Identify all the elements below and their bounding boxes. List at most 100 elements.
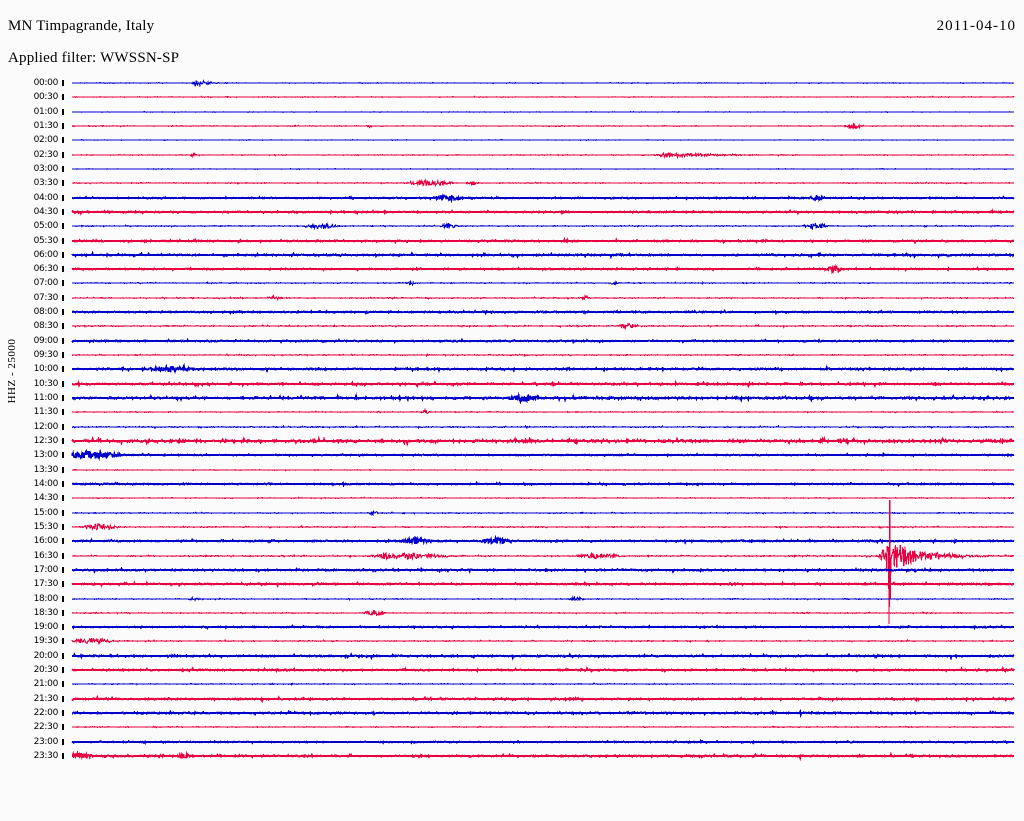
seismic-trace	[71, 61, 1014, 130]
trace-row: 06:00	[0, 250, 1024, 265]
time-label: 14:30	[33, 493, 59, 504]
trace-row: 15:00	[0, 508, 1024, 523]
time-label: 09:00	[33, 335, 59, 346]
time-label: 10:00	[33, 364, 59, 375]
row-tick-mark	[62, 753, 64, 760]
row-tick-mark	[62, 423, 64, 430]
time-label: 08:30	[33, 321, 59, 332]
trace-row: 16:30	[0, 499, 1024, 624]
seismic-trace	[71, 47, 1015, 113]
seismic-trace	[72, 161, 1014, 231]
row-tick-mark	[62, 337, 64, 344]
trace-row: 07:30	[0, 293, 1024, 308]
time-label: 05:30	[33, 235, 59, 246]
seismic-trace	[71, 333, 1015, 405]
time-label: 22:00	[33, 708, 59, 719]
seismic-trace	[71, 562, 1014, 631]
time-label: 07:00	[33, 278, 59, 289]
row-tick-mark	[62, 523, 64, 530]
seismic-trace	[71, 634, 1015, 703]
trace-row: 11:00	[0, 392, 1024, 408]
seismic-trace	[71, 104, 1014, 171]
seismic-trace	[71, 376, 1015, 448]
row-tick-mark	[62, 724, 64, 731]
trace-row: 23:00	[0, 737, 1024, 752]
time-label: 14:00	[33, 478, 59, 489]
seismic-trace	[72, 176, 1015, 244]
row-tick-mark	[62, 667, 64, 674]
seismic-trace	[71, 218, 1014, 287]
time-label: 01:30	[33, 120, 59, 131]
row-tick-mark	[62, 108, 64, 115]
row-tick-mark	[62, 609, 64, 616]
trace-row: 06:30	[0, 263, 1024, 279]
trace-row: 08:30	[0, 321, 1024, 336]
seismic-trace	[71, 290, 1015, 358]
trace-row: 04:00	[0, 193, 1024, 208]
seismic-trace	[71, 677, 1015, 745]
row-tick-mark	[62, 624, 64, 631]
seismic-trace	[72, 491, 1015, 624]
trace-row: 18:30	[0, 608, 1024, 623]
trace-row: 02:00	[0, 135, 1024, 150]
trace-row: 08:00	[0, 307, 1024, 322]
trace-row: 23:30	[0, 750, 1024, 766]
time-label: 15:00	[33, 507, 59, 518]
seismic-trace	[71, 691, 1014, 762]
trace-row: 14:00	[0, 479, 1024, 494]
time-label: 03:00	[33, 163, 59, 174]
time-label: 04:00	[33, 192, 59, 203]
seismic-trace	[72, 18, 1014, 88]
row-tick-mark	[62, 208, 64, 215]
seismic-trace	[72, 133, 1015, 203]
time-label: 15:30	[33, 521, 59, 532]
row-tick-mark	[62, 122, 64, 129]
time-label: 23:00	[33, 736, 59, 747]
row-tick-mark	[62, 165, 64, 172]
time-label: 11:00	[33, 393, 59, 404]
trace-row: 01:30	[0, 121, 1024, 136]
time-label: 02:30	[33, 149, 59, 160]
row-tick-mark	[62, 409, 64, 416]
time-label: 03:30	[33, 178, 59, 189]
trace-row: 21:30	[0, 694, 1024, 709]
row-tick-mark	[62, 595, 64, 602]
seismic-trace	[71, 576, 1015, 646]
seismic-trace	[72, 75, 1015, 142]
time-label: 19:00	[33, 622, 59, 633]
trace-row: 17:30	[0, 579, 1024, 594]
seismic-trace	[71, 462, 1014, 531]
row-tick-mark	[62, 309, 64, 316]
time-label: 01:00	[33, 106, 59, 117]
seismic-trace	[72, 476, 1015, 546]
row-tick-mark	[62, 151, 64, 158]
time-label: 00:30	[33, 92, 59, 103]
row-tick-mark	[62, 480, 64, 487]
trace-row: 19:00	[0, 622, 1024, 637]
trace-row: 21:00	[0, 679, 1024, 694]
row-tick-mark	[62, 352, 64, 359]
time-label: 21:00	[33, 679, 59, 690]
seismic-trace	[71, 419, 1015, 488]
row-tick-mark	[62, 566, 64, 573]
trace-row: 13:30	[0, 465, 1024, 480]
time-label: 04:30	[33, 206, 59, 217]
time-label: 12:00	[33, 421, 59, 432]
seismic-trace	[72, 304, 1015, 375]
trace-row: 15:30	[0, 522, 1024, 537]
time-label: 18:00	[33, 593, 59, 604]
row-tick-mark	[62, 495, 64, 502]
row-tick-mark	[62, 452, 64, 459]
trace-row: 07:00	[0, 278, 1024, 293]
seismic-trace	[71, 362, 1015, 430]
trace-row: 16:00	[0, 534, 1024, 551]
row-tick-mark	[62, 695, 64, 702]
seismic-trace	[72, 347, 1015, 415]
trace-row: 11:30	[0, 407, 1024, 422]
time-label: 02:00	[33, 135, 59, 146]
trace-row: 18:00	[0, 594, 1024, 609]
trace-row: 05:00	[0, 221, 1024, 236]
row-tick-mark	[62, 638, 64, 645]
trace-row: 09:00	[0, 336, 1024, 351]
seismic-trace	[71, 448, 1014, 517]
